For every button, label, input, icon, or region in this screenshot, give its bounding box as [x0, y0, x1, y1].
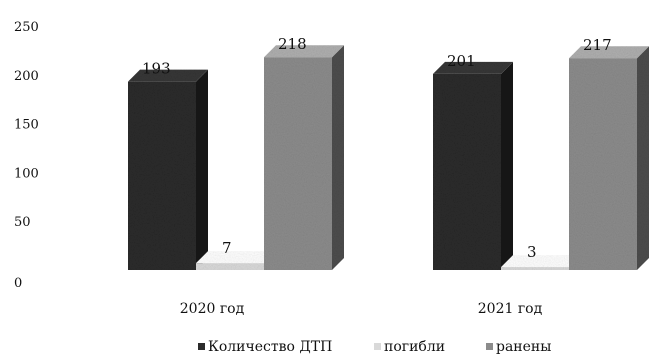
bar-front	[264, 57, 332, 271]
data-label: 3	[527, 243, 537, 261]
legend-swatch	[374, 343, 381, 350]
y-tick-label: 0	[14, 276, 22, 291]
bar-top	[501, 255, 581, 268]
legend-label: ранены	[496, 339, 551, 355]
bar-side	[501, 61, 513, 270]
y-tick-label: 50	[14, 215, 31, 230]
data-label: 7	[222, 239, 232, 257]
y-tick-label: 100	[14, 166, 39, 181]
bar-front	[128, 81, 196, 270]
bar-3-1	[264, 45, 344, 271]
data-label: 218	[278, 35, 307, 53]
bar-front	[501, 267, 569, 270]
bar-top	[264, 45, 344, 58]
bar-top	[128, 69, 208, 82]
data-label: 201	[447, 52, 476, 70]
bar-side	[196, 69, 208, 270]
category-label: 2021 год	[478, 301, 543, 317]
category-label: 2020 год	[180, 301, 245, 317]
bar-front	[569, 58, 637, 270]
data-label: 217	[583, 36, 612, 54]
bar-1-1	[128, 69, 208, 270]
bar-front	[196, 263, 264, 270]
legend-label: Количество ДТП	[208, 339, 332, 355]
bar-top	[196, 251, 276, 264]
bar-top	[433, 61, 513, 74]
y-tick-label: 150	[14, 118, 39, 133]
bar-front	[433, 73, 501, 270]
y-axis: 0 50 100 150 200 250	[14, 20, 39, 291]
legend-swatch	[486, 343, 493, 350]
legend-swatch	[198, 343, 205, 350]
legend: Количество ДТП погибли ранены	[198, 339, 551, 355]
data-label: 193	[142, 60, 171, 78]
bar-side	[332, 45, 344, 271]
legend-item: Количество ДТП	[198, 339, 332, 355]
category-axis: 2020 год 2021 год	[180, 301, 543, 317]
bar-1-2	[433, 61, 513, 270]
bar-3-2	[569, 46, 649, 270]
y-tick-label: 200	[14, 69, 39, 84]
y-tick-label: 250	[14, 20, 39, 35]
legend-item: ранены	[486, 339, 551, 355]
legend-item: погибли	[374, 339, 445, 355]
plot-area: 193 7 218 201 3 217	[128, 35, 649, 271]
legend-label: погибли	[384, 339, 445, 355]
bar-side	[637, 46, 649, 270]
bar-top	[569, 46, 649, 59]
